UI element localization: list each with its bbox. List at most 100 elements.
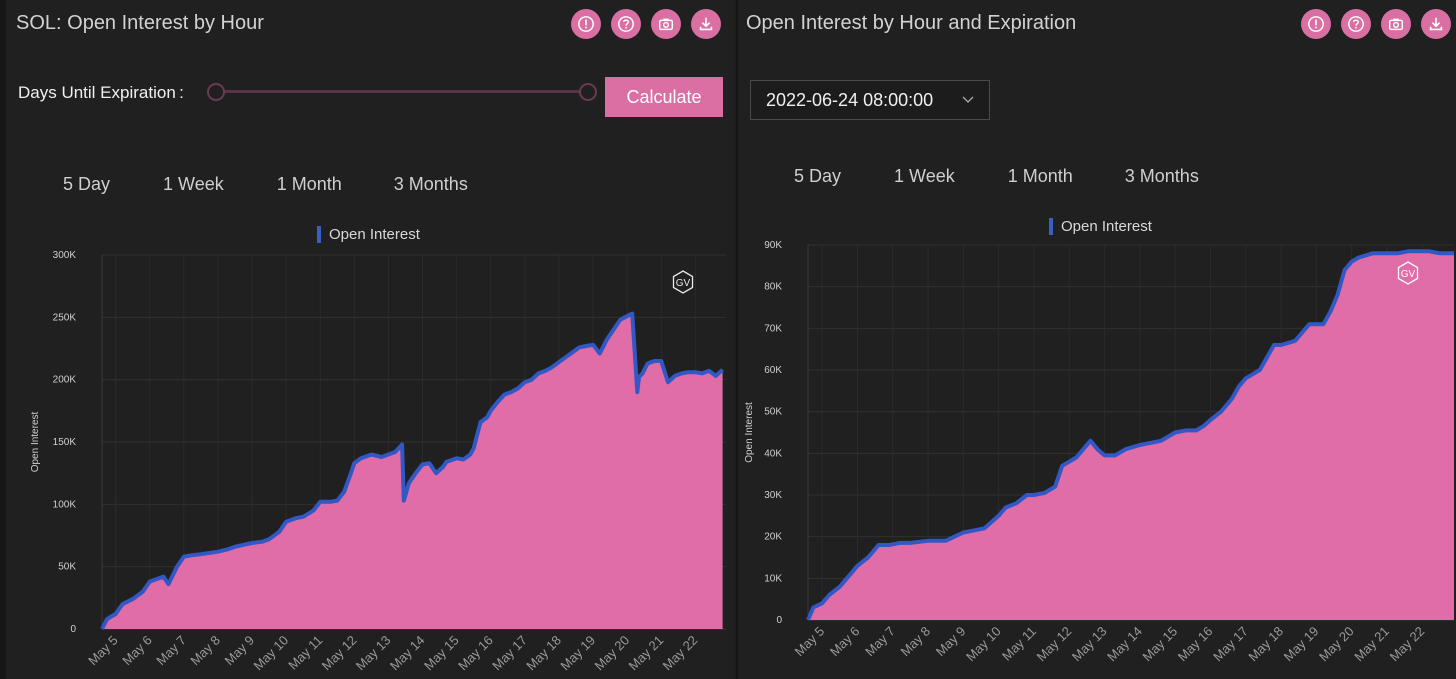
- x-tick-label: May 14: [387, 633, 428, 674]
- open-interest-line[interactable]: [806, 249, 1454, 621]
- camera-icon: [1388, 18, 1404, 31]
- x-tick-label: May 22: [1387, 624, 1428, 665]
- x-tick-label: May 7: [862, 624, 898, 660]
- y-tick-label: 40K: [764, 448, 782, 459]
- help-icon: [1348, 16, 1364, 32]
- download-icon: [1429, 17, 1443, 31]
- alert-button[interactable]: [571, 9, 601, 39]
- x-tick-label: May 5: [85, 633, 121, 669]
- tab-1-week[interactable]: 1 Week: [894, 166, 955, 186]
- x-tick-label: May 15: [421, 633, 462, 674]
- x-tick-label: May 17: [1210, 624, 1251, 665]
- y-axis-title: Open Interest: [30, 411, 41, 472]
- y-tick-label: 30K: [764, 490, 782, 501]
- alert-icon: [578, 16, 594, 32]
- x-tick-label: May 20: [1316, 624, 1357, 665]
- open-interest-by-hour-panel: SOL: Open Interest by Hour Days Until Ex…: [16, 9, 726, 674]
- expiration-select-value: 2022-06-24 08:00:00: [766, 89, 934, 110]
- y-tick-label: 80K: [764, 282, 782, 293]
- help-button[interactable]: [611, 9, 641, 39]
- x-tick-label: May 8: [187, 633, 223, 669]
- screenshot-button[interactable]: [651, 9, 681, 39]
- legend-label[interactable]: Open Interest: [329, 226, 420, 243]
- legend-label[interactable]: Open Interest: [1061, 218, 1152, 235]
- x-tick-label: May 12: [1034, 624, 1075, 665]
- tab-3-months[interactable]: 3 Months: [1124, 166, 1199, 186]
- x-tick-label: May 8: [898, 624, 934, 660]
- download-button[interactable]: [1421, 9, 1451, 39]
- legend-swatch: [1049, 218, 1053, 235]
- alert-button[interactable]: [1301, 9, 1331, 39]
- legend-swatch: [317, 226, 321, 243]
- calculate-button[interactable]: Calculate: [605, 77, 723, 117]
- tab-1-month[interactable]: 1 Month: [1007, 166, 1073, 186]
- x-tick-label: May 18: [1245, 624, 1286, 665]
- gv-watermark-logo: [1397, 261, 1419, 285]
- x-tick-label: May 13: [353, 633, 394, 674]
- days-slider-track[interactable]: [214, 90, 595, 93]
- y-tick-label: 100K: [53, 499, 77, 510]
- download-icon: [699, 17, 713, 31]
- y-tick-label: 0: [70, 624, 76, 635]
- x-tick-label: May 19: [1281, 624, 1322, 665]
- gv-watermark-text: GV: [1401, 269, 1416, 280]
- range-tabs: 5 Day 1 Week 1 Month 3 Months: [63, 174, 468, 195]
- x-tick-label: May 10: [963, 624, 1004, 665]
- x-tick-label: May 7: [153, 633, 189, 669]
- y-tick-label: 250K: [53, 312, 77, 323]
- y-axis-title: Open Interest: [744, 402, 755, 463]
- expiration-select[interactable]: 2022-06-24 08:00:00: [750, 80, 990, 120]
- tab-5-day[interactable]: 5 Day: [63, 174, 111, 194]
- x-tick-label: May 17: [489, 633, 530, 674]
- y-tick-label: 10K: [764, 573, 782, 584]
- y-tick-label: 0: [776, 615, 782, 626]
- x-tick-label: May 20: [591, 633, 632, 674]
- screenshot-button[interactable]: [1381, 9, 1411, 39]
- tab-1-week[interactable]: 1 Week: [163, 174, 224, 194]
- x-tick-label: May 6: [827, 624, 863, 660]
- days-slider-max-handle[interactable]: [579, 83, 597, 101]
- y-tick-label: 150K: [53, 437, 77, 448]
- x-tick-label: May 11: [285, 633, 325, 673]
- x-tick-label: May 15: [1139, 624, 1180, 665]
- x-tick-label: May 13: [1069, 624, 1110, 665]
- camera-icon: [658, 18, 674, 31]
- x-tick-label: May 18: [523, 633, 564, 674]
- open-interest-area: [808, 251, 1454, 621]
- x-tick-label: May 5: [792, 624, 828, 660]
- tab-5-day[interactable]: 5 Day: [794, 166, 842, 186]
- tab-1-month[interactable]: 1 Month: [276, 174, 342, 194]
- x-tick-label: May 16: [1175, 624, 1216, 665]
- gv-watermark-logo: [672, 270, 694, 294]
- panel-title: Open Interest by Hour and Expiration: [746, 12, 1077, 34]
- x-tick-label: May 11: [999, 624, 1039, 664]
- x-tick-label: May 21: [626, 633, 667, 674]
- y-tick-label: 300K: [53, 250, 77, 261]
- x-tick-label: May 14: [1104, 624, 1145, 665]
- alert-icon: [1308, 16, 1324, 32]
- help-icon: [618, 16, 634, 32]
- y-tick-label: 20K: [764, 532, 782, 543]
- range-tabs: 5 Day 1 Week 1 Month 3 Months: [794, 166, 1199, 187]
- days-until-expiration-label: Days Until Expiration :: [18, 83, 184, 102]
- x-tick-label: May 22: [660, 633, 701, 674]
- x-tick-label: May 16: [455, 633, 496, 674]
- open-interest-line[interactable]: [100, 311, 724, 630]
- open-interest-area: [102, 313, 723, 629]
- x-tick-label: May 10: [250, 633, 291, 674]
- panel-title: SOL: Open Interest by Hour: [16, 12, 264, 34]
- x-tick-label: May 12: [319, 633, 360, 674]
- days-slider-min-handle[interactable]: [207, 83, 225, 101]
- x-tick-label: May 6: [119, 633, 155, 669]
- help-button[interactable]: [1341, 9, 1371, 39]
- x-tick-label: May 19: [557, 633, 598, 674]
- y-tick-label: 50K: [58, 562, 76, 573]
- chevron-down-icon: [962, 96, 974, 103]
- download-button[interactable]: [691, 9, 721, 39]
- y-tick-label: 50K: [764, 407, 782, 418]
- tab-3-months[interactable]: 3 Months: [393, 174, 468, 194]
- y-tick-label: 60K: [764, 365, 782, 376]
- x-tick-label: May 21: [1351, 624, 1392, 665]
